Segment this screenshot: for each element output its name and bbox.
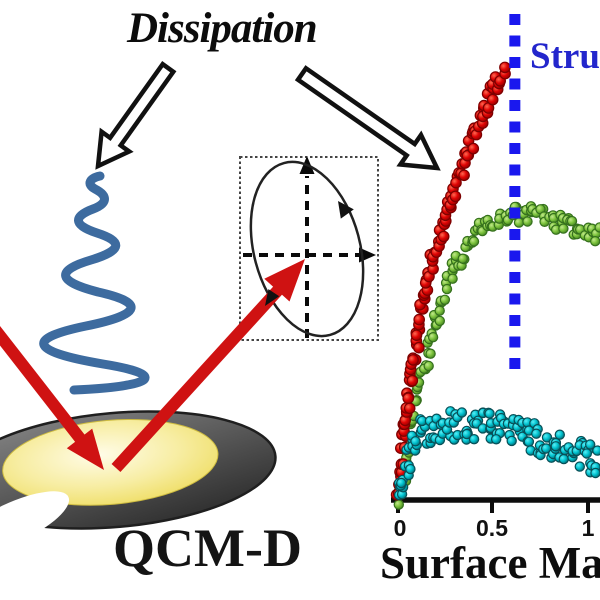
scatter-point [550, 441, 562, 452]
electrode-notch [0, 491, 70, 556]
scatter-point [393, 499, 404, 510]
device-label: QCM-D [113, 518, 302, 578]
scatter-point [499, 61, 511, 74]
x-tick-label-05: 0.5 [476, 515, 508, 541]
hollow-arrow-left-icon [95, 61, 177, 170]
cyan-series [393, 406, 600, 501]
x-tick-label-1: 1 [581, 515, 595, 541]
scatter-point [506, 435, 517, 447]
scatter-point [407, 354, 419, 366]
phase-ellipse-box [239, 156, 379, 341]
scatter-point [592, 445, 600, 456]
scatter-point [434, 305, 445, 316]
scatter-point [581, 448, 593, 459]
scatter-point [554, 429, 566, 440]
scatter-point [558, 453, 570, 465]
scatter-point [457, 253, 468, 264]
scatter-point [456, 407, 468, 418]
ellipse-arrowhead-upper-right-icon [338, 201, 354, 219]
scatter-point [410, 436, 421, 447]
title-dissipation: Dissipation [127, 5, 318, 52]
scatter-point [405, 463, 416, 475]
scatter-point [566, 215, 578, 227]
scatter-point [468, 236, 480, 247]
ellipse-arrowhead-lower-left-icon [265, 289, 280, 306]
scatter-point [427, 332, 439, 343]
scatter-point [467, 142, 480, 155]
qcm-sensor-disc [0, 410, 277, 556]
scatter-point [402, 392, 414, 404]
scatter-point [574, 461, 586, 472]
scatter-point [396, 477, 407, 489]
scatter-point [531, 428, 542, 439]
scatter-point [441, 283, 453, 295]
scatter-point [434, 315, 445, 327]
scatter-point [513, 217, 525, 228]
scatter-point [491, 434, 502, 445]
scatter-point [461, 428, 472, 440]
scatter-point [522, 216, 533, 227]
scatter-point [458, 169, 470, 182]
scatter-point [437, 230, 450, 243]
marker-label: Stru [530, 36, 600, 77]
x-tick-label-0: 0 [393, 515, 407, 541]
scatter-point [558, 223, 569, 234]
scatter-point [406, 374, 419, 387]
hollow-arrow-right-icon [294, 65, 441, 171]
scatter-point [523, 436, 535, 447]
scatter-plot [390, 61, 600, 510]
scatter-point [590, 467, 600, 479]
scatter-point [590, 236, 600, 247]
reflected-beam-arrow [111, 259, 305, 473]
scatter-point [484, 408, 495, 419]
green-series [393, 201, 600, 510]
lissajous-ellipse [249, 160, 365, 338]
scatter-point [425, 348, 436, 359]
scatter-point [486, 93, 499, 106]
x-axis [391, 497, 600, 513]
scatter-point [447, 273, 458, 284]
x-axis-label: Surface Ma [380, 538, 600, 588]
scatter-point [413, 341, 425, 354]
scatter-point [541, 432, 553, 443]
scatter-point [594, 222, 600, 233]
incident-beam-arrow [0, 325, 104, 470]
scatter-point [423, 360, 434, 372]
scatter-point [449, 190, 462, 203]
damped-oscillation-spring-icon [39, 171, 150, 395]
scatter-point [468, 434, 480, 445]
scatter-point [410, 329, 423, 341]
scatter-point [439, 294, 451, 305]
scatter-point [403, 402, 416, 415]
scatter-point [585, 439, 596, 450]
scatter-point [413, 313, 425, 326]
